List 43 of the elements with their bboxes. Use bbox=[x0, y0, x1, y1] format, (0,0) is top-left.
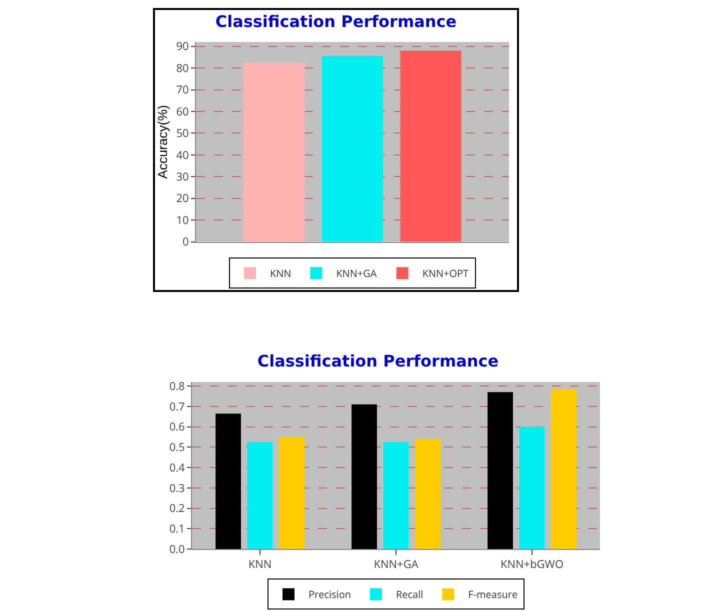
y-tick-label: 0.1 bbox=[169, 521, 185, 536]
x-tick-label: KNN+bGWO bbox=[500, 557, 564, 572]
bar bbox=[247, 442, 273, 549]
x-tick-label: KNN+GA bbox=[374, 557, 418, 572]
bar bbox=[551, 389, 576, 549]
y-tick-label: 20 bbox=[176, 191, 189, 206]
legend-label: KNN bbox=[270, 266, 292, 280]
bar bbox=[488, 392, 513, 549]
y-tick-label: 10 bbox=[176, 212, 189, 228]
y-tick-label: 0.7 bbox=[169, 399, 185, 414]
bar bbox=[279, 436, 304, 549]
y-tick-label: 0.3 bbox=[169, 480, 185, 496]
x-tick-label: KNN bbox=[248, 557, 272, 572]
y-tick-label: 0.2 bbox=[169, 501, 185, 516]
bar bbox=[400, 50, 462, 242]
y-tick-label: 0 bbox=[182, 234, 189, 250]
y-tick-label: 30 bbox=[176, 169, 189, 184]
y-tick-label: 0.0 bbox=[169, 542, 185, 557]
bar bbox=[322, 56, 384, 242]
y-tick-label: 80 bbox=[176, 60, 189, 76]
bar bbox=[216, 414, 241, 549]
y-tick-label: 40 bbox=[176, 148, 189, 163]
y-tick-label: 0.4 bbox=[169, 460, 186, 476]
bar bbox=[383, 442, 409, 549]
y-tick-label: 0.8 bbox=[169, 378, 185, 394]
y-tick-label: 0.5 bbox=[169, 440, 185, 456]
legend-label: KNN+GA bbox=[336, 266, 378, 280]
chart-title: Classification Performance bbox=[215, 12, 457, 31]
chart-title: Classification Performance bbox=[257, 351, 499, 370]
y-tick-label: 90 bbox=[176, 39, 189, 54]
bar bbox=[519, 426, 545, 549]
legend-label: Recall bbox=[396, 587, 424, 602]
bar bbox=[415, 439, 440, 549]
legend-label: KNN+OPT bbox=[422, 266, 470, 280]
y-axis-title: Accuracy(%) bbox=[155, 105, 170, 179]
bar bbox=[244, 62, 305, 242]
y-tick-label: 60 bbox=[176, 104, 189, 120]
legend-label: F-measure bbox=[468, 587, 518, 602]
y-tick-label: 50 bbox=[176, 126, 189, 142]
y-tick-label: 0.6 bbox=[169, 420, 185, 435]
legend-label: Precision bbox=[308, 587, 351, 602]
y-tick-label: 70 bbox=[176, 82, 189, 98]
bar bbox=[352, 404, 377, 549]
